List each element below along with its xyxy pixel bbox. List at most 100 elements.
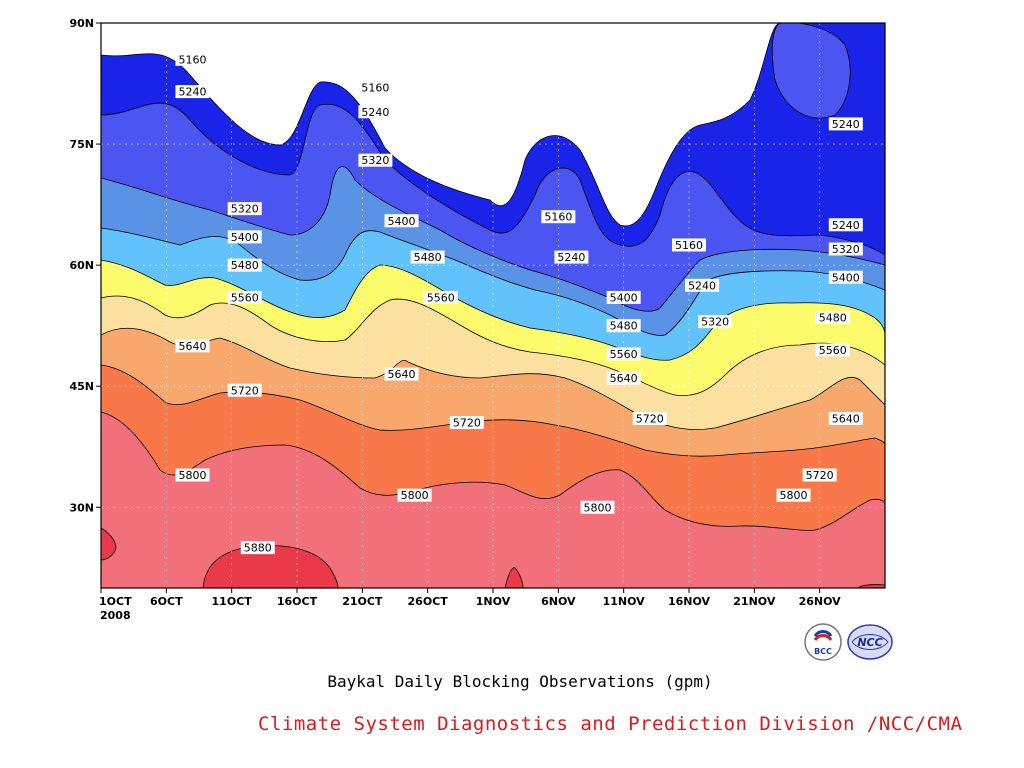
x-tick-label: 26OCT	[408, 595, 449, 608]
bcc-logo-text: BCC	[814, 647, 832, 656]
contour-label-box	[384, 367, 419, 381]
contour-label: 5160	[178, 53, 206, 66]
contour-label: 5640	[388, 368, 416, 381]
contour-label: 5800	[780, 489, 808, 502]
contour-label-box	[815, 311, 850, 325]
x-tick-label: 11NOV	[603, 595, 646, 608]
contour-label-box	[175, 339, 210, 353]
contour-label: 5800	[584, 501, 612, 514]
credit-line: Climate System Diagnostics and Predictio…	[258, 713, 963, 735]
contour-label-box	[227, 290, 262, 304]
x-tick-label: 21OCT	[342, 595, 383, 608]
contour-label-box	[358, 81, 393, 95]
contour-label: 5720	[636, 413, 664, 426]
y-tick-label: 45N	[69, 380, 94, 393]
contour-label-box	[384, 214, 419, 228]
y-tick-label: 75N	[69, 138, 94, 151]
contour-label-box	[227, 230, 262, 244]
contour-label: 5720	[806, 469, 834, 482]
contour-label: 5160	[361, 82, 389, 95]
contour-label: 5400	[388, 215, 416, 228]
contour-label-box	[828, 218, 863, 232]
contour-label: 5640	[832, 413, 860, 426]
x-tick-label: 6NOV	[541, 595, 576, 608]
bcc-logo: BCC	[804, 623, 842, 661]
chart-subtitle: Baykal Daily Blocking Observations (gpm)	[327, 672, 713, 691]
contour-label-box	[227, 383, 262, 397]
x-axis-year: 2008	[100, 609, 131, 622]
contour-label-box	[175, 52, 210, 66]
contour-label-box	[554, 250, 589, 264]
contour-label-box	[828, 117, 863, 131]
contour-label: 5800	[401, 489, 429, 502]
band-5880-plus-2	[101, 527, 117, 561]
contour-label-box	[423, 290, 458, 304]
ncc-logo: NCC	[847, 624, 893, 660]
contour-label: 5320	[361, 154, 389, 167]
x-tick-label: 21NOV	[733, 595, 776, 608]
x-tick-label: 1OCT	[99, 595, 132, 608]
band-5880-plus-1	[202, 545, 339, 588]
x-tick-label: 16OCT	[277, 595, 318, 608]
contour-label-box	[227, 258, 262, 272]
contour-label-box	[815, 343, 850, 357]
contour-label-box	[449, 416, 484, 430]
y-tick-label: 30N	[69, 501, 94, 514]
contour-label: 5480	[231, 259, 259, 272]
contour-label-box	[776, 488, 811, 502]
contour-label-box	[698, 315, 733, 329]
contour-label: 5240	[178, 86, 206, 99]
band-5880-plus-3	[504, 567, 524, 588]
contour-label-box	[175, 85, 210, 99]
contour-label: 5400	[231, 231, 259, 244]
contour-label-box	[606, 319, 641, 333]
contour-label: 5640	[178, 340, 206, 353]
contour-label-box	[541, 210, 576, 224]
contour-label: 5400	[832, 271, 860, 284]
contour-label: 5560	[427, 291, 455, 304]
contour-label-box	[685, 278, 720, 292]
contour-label-box	[606, 347, 641, 361]
contour-label: 5240	[832, 219, 860, 232]
y-axis: 90N 75N 60N 45N 30N	[69, 17, 101, 514]
contour-label: 5320	[832, 243, 860, 256]
x-tick-label: 16NOV	[668, 595, 711, 608]
contour-label: 5320	[701, 316, 729, 329]
y-tick-label: 90N	[69, 17, 94, 30]
y-tick-label: 60N	[69, 259, 94, 272]
contour-label: 5800	[178, 469, 206, 482]
contour-label-box	[358, 153, 393, 167]
contour-label-box	[358, 105, 393, 119]
contour-label-box	[606, 371, 641, 385]
contour-label-box	[606, 290, 641, 304]
band-5240-island	[771, 23, 851, 119]
contour-label: 5720	[231, 384, 259, 397]
contour-label: 5400	[610, 291, 638, 304]
x-tick-label: 26NOV	[799, 595, 842, 608]
contour-label: 5160	[675, 239, 703, 252]
x-tick-label: 1NOV	[476, 595, 511, 608]
contour-label-box	[672, 238, 706, 252]
contour-label-box	[828, 242, 863, 256]
contour-label-box	[580, 500, 615, 514]
contour-label-box	[227, 202, 262, 216]
grid-lines	[101, 23, 885, 588]
contour-label: 5640	[610, 372, 638, 385]
x-tick-label: 11OCT	[212, 595, 253, 608]
contour-label-box	[397, 488, 432, 502]
contour-label: 5480	[819, 312, 847, 325]
x-tick-label: 6OCT	[150, 595, 183, 608]
contour-label-box	[175, 468, 210, 482]
contour-label-box	[828, 412, 863, 425]
contour-label: 5160	[544, 211, 572, 224]
contour-label: 5480	[610, 320, 638, 333]
contour-label-box	[632, 412, 667, 425]
contour-label-box	[828, 270, 863, 284]
contour-label: 5560	[610, 348, 638, 361]
band-5880-plus-4	[857, 584, 885, 588]
ncc-logo-text: NCC	[857, 636, 882, 649]
contour-label-box	[240, 541, 275, 555]
contour-label: 5480	[414, 251, 442, 264]
contour-label: 5240	[688, 279, 716, 292]
